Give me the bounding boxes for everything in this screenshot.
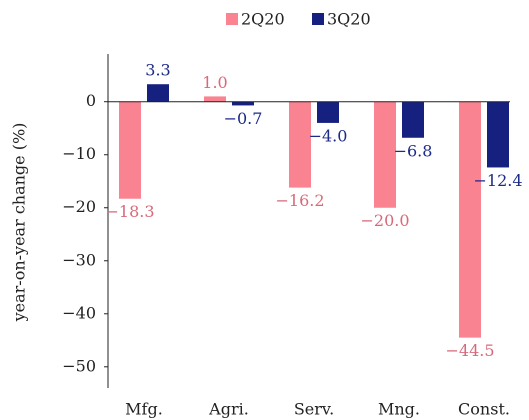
x-tick-label: Const. xyxy=(458,400,510,419)
y-tick-label: −20 xyxy=(62,197,96,216)
bar xyxy=(119,101,141,199)
y-tick-label: −40 xyxy=(62,303,96,322)
x-tick-label: Mfg. xyxy=(125,400,163,419)
bar xyxy=(459,101,481,338)
value-label: −18.3 xyxy=(105,202,154,221)
value-label: −4.0 xyxy=(309,126,348,145)
value-label: −6.8 xyxy=(394,141,433,160)
value-label: −12.4 xyxy=(473,171,522,190)
bar xyxy=(402,101,424,138)
y-tick-label: 0 xyxy=(86,91,96,110)
legend-swatch xyxy=(226,13,238,25)
value-label: −0.7 xyxy=(224,109,263,128)
value-label: 3.3 xyxy=(145,61,170,80)
value-label: −16.2 xyxy=(275,191,324,210)
value-label: 1.0 xyxy=(202,73,227,92)
y-tick-label: −30 xyxy=(62,250,96,269)
bar xyxy=(204,96,226,102)
y-tick-label: −50 xyxy=(62,356,96,375)
bar xyxy=(487,101,509,168)
bar xyxy=(317,101,339,123)
x-tick-label: Mng. xyxy=(378,400,420,419)
bar xyxy=(232,101,254,106)
bar xyxy=(374,101,396,208)
bar xyxy=(289,101,311,188)
legend-label: 2Q20 xyxy=(241,10,285,29)
value-label: −20.0 xyxy=(360,211,409,230)
bar xyxy=(147,84,169,102)
y-tick-label: −10 xyxy=(62,144,96,163)
y-axis-label: year-on-year change (%) xyxy=(10,123,29,323)
x-tick-label: Agri. xyxy=(208,400,249,419)
value-label: −44.5 xyxy=(445,341,494,360)
legend-label: 3Q20 xyxy=(327,10,371,29)
legend-swatch xyxy=(312,13,324,25)
x-tick-label: Serv. xyxy=(294,400,334,419)
